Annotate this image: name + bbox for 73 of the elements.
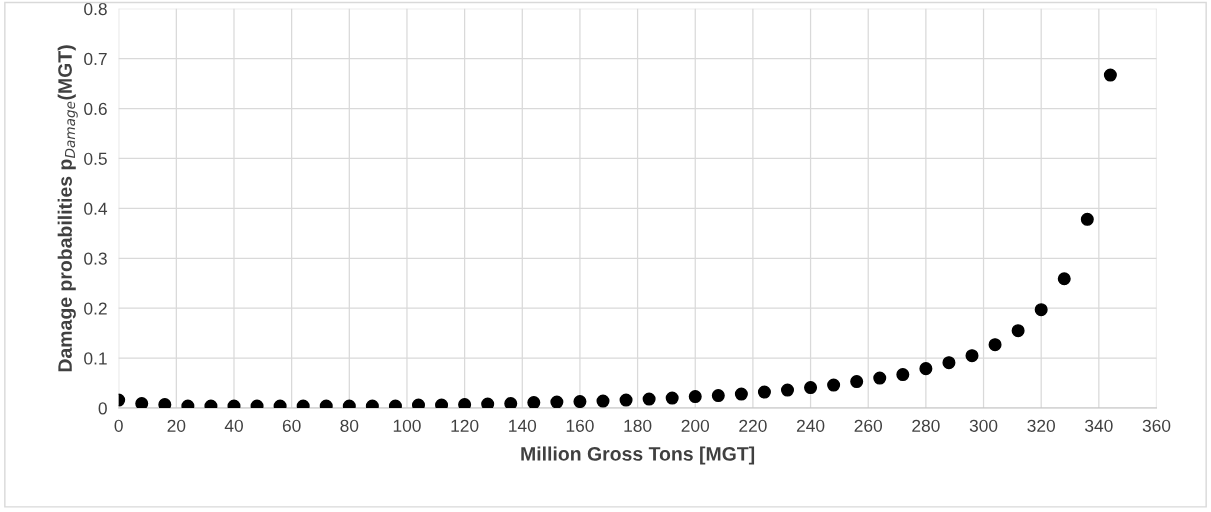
point [458, 398, 472, 409]
x-tick-label: 40 [224, 419, 243, 432]
point [711, 389, 725, 403]
point [1011, 324, 1025, 338]
x-tick-label: 180 [624, 419, 652, 432]
point [942, 356, 956, 370]
point [896, 368, 910, 382]
point [504, 397, 518, 409]
point [873, 371, 887, 385]
point [319, 399, 333, 409]
x-axis-title: Million Gross Tons [MGT] [521, 446, 755, 465]
point [850, 375, 864, 389]
point [804, 381, 818, 395]
y-tick-label: 0.3 [84, 252, 107, 265]
point [1103, 68, 1117, 82]
x-tick-label: 360 [1142, 419, 1171, 432]
x-tick-label: 160 [566, 419, 594, 432]
point [342, 399, 356, 409]
point [757, 385, 771, 399]
x-tick-label: 340 [1085, 419, 1113, 432]
y-tick-label: 0.6 [84, 102, 107, 116]
point [181, 399, 195, 409]
x-tick-label: 240 [796, 419, 825, 432]
point [158, 398, 172, 409]
point [734, 387, 748, 401]
point [411, 398, 425, 409]
point [573, 395, 587, 409]
point [642, 392, 656, 406]
point [665, 391, 679, 405]
point [965, 349, 979, 363]
point [919, 362, 933, 376]
x-tick-label: 140 [509, 419, 537, 432]
point [204, 399, 218, 409]
x-tick-label: 20 [167, 419, 186, 432]
point [619, 393, 633, 407]
point [365, 399, 379, 409]
x-tick-label: 120 [451, 419, 479, 432]
y-tick-label: 0.2 [84, 302, 107, 315]
point [688, 390, 702, 404]
y-tick-label: 0.1 [84, 352, 107, 365]
y-axis-title: Damage probabilities p$_{Damage}$(MGT) [57, 45, 78, 372]
y-tick-label: 0.7 [84, 52, 107, 66]
point [1057, 272, 1071, 286]
y-tick-label: 0.4 [84, 202, 108, 215]
x-tick-label: 280 [912, 419, 940, 432]
point [527, 396, 541, 409]
point [1080, 212, 1094, 226]
point [1034, 303, 1048, 317]
point [988, 338, 1002, 352]
point [481, 397, 495, 409]
point [135, 397, 149, 409]
x-tick-label: 200 [681, 419, 710, 432]
point [273, 399, 287, 409]
x-tick-label: 0 [114, 419, 123, 432]
point [780, 383, 795, 397]
y-tick-label: 0.8 [84, 2, 107, 16]
point [250, 399, 264, 409]
point [388, 399, 402, 409]
point [227, 399, 241, 409]
x-tick-label: 260 [854, 419, 883, 432]
y-tick-label: 0 [98, 402, 107, 415]
x-tick-label: 300 [969, 419, 998, 432]
x-tick-label: 100 [393, 419, 421, 432]
x-tick-label: 220 [739, 419, 767, 432]
point [596, 394, 610, 408]
point [550, 395, 564, 409]
y-tick-label: 0.5 [84, 152, 107, 165]
point [435, 398, 449, 409]
point [296, 399, 310, 409]
x-tick-label: 60 [282, 419, 301, 432]
x-tick-label: 320 [1027, 419, 1055, 432]
x-tick-label: 80 [340, 419, 359, 432]
point [827, 378, 841, 392]
